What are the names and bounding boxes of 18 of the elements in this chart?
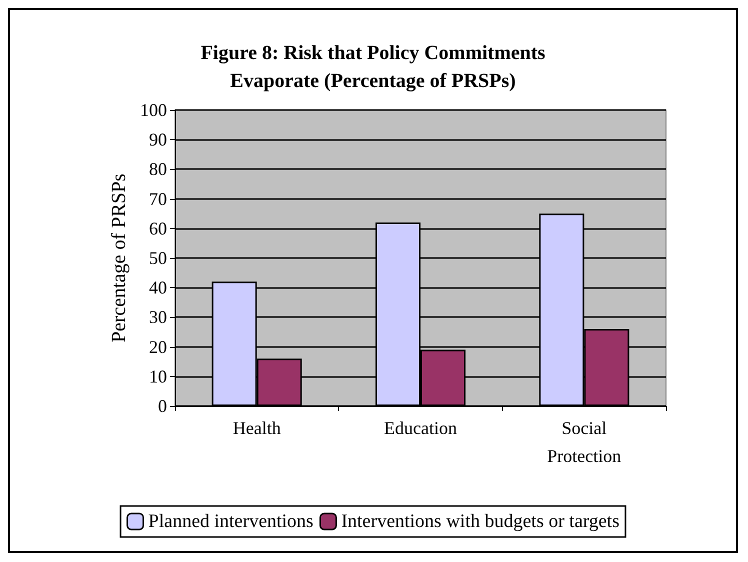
legend-label: Planned interventions bbox=[148, 511, 314, 532]
y-tick-label: 90 bbox=[149, 130, 167, 150]
y-tick-label: 50 bbox=[149, 248, 167, 268]
legend-label: Interventions with budgets or targets bbox=[341, 511, 620, 532]
y-axis-title: Percentage of PRSPs bbox=[108, 173, 130, 342]
y-tick-label: 30 bbox=[149, 307, 167, 328]
y-tick-label: 20 bbox=[149, 336, 167, 357]
y-tick-label: 40 bbox=[149, 278, 167, 298]
y-tick-label: 100 bbox=[140, 100, 167, 120]
x-tick-label: Social Protection bbox=[547, 418, 622, 466]
y-tick-label: 70 bbox=[149, 188, 167, 209]
y-tick-label: 0 bbox=[158, 396, 167, 416]
y-tick-label: 10 bbox=[149, 366, 167, 386]
y-tick-label: 60 bbox=[149, 218, 167, 238]
x-tick-label: Education bbox=[384, 418, 457, 438]
chart-title: Figure 8: Risk that Policy Commitments Evaporate (Percentage of PRSPs) bbox=[200, 42, 546, 92]
x-tick-label: Health bbox=[232, 418, 281, 438]
y-tick-label: 80 bbox=[149, 159, 167, 180]
